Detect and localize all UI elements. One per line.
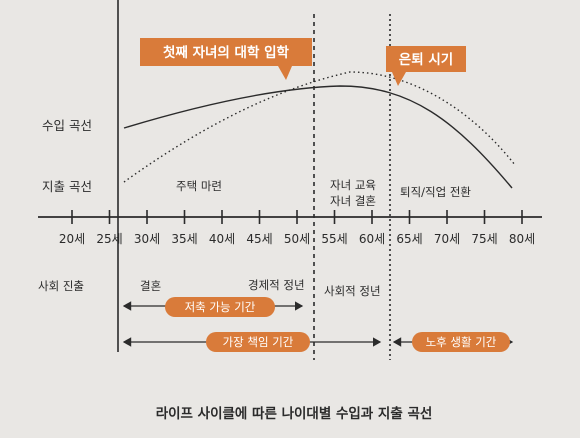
age-tick-label: 30세 (134, 232, 160, 246)
life-event-social-entry: 사회 진출 (38, 279, 84, 293)
annotation-child-education: 자녀 교육 (330, 178, 376, 192)
age-tick-label: 65세 (396, 232, 422, 246)
life-event-social-retire: 사회적 정년 (324, 284, 381, 298)
callout-retirement-label: 은퇴 시기 (399, 52, 453, 68)
age-tick-label: 50세 (284, 232, 310, 246)
annotation-retire-career-change: 퇴직/직업 전환 (400, 185, 471, 199)
expense-curve-label: 지출 곡선 (42, 179, 92, 194)
age-tick-label: 40세 (209, 232, 235, 246)
life-event-economic-peak: 경제적 정년 (248, 278, 305, 292)
age-tick-label: 80세 (509, 232, 535, 246)
age-ticks: 20세 25세 30세 35세 40세 45세 50세 55세 60세 65세 70세 75세 80세 (59, 210, 535, 246)
age-tick-label: 75세 (471, 232, 497, 246)
period-savings-label: 저축 가능 기간 (185, 300, 256, 314)
income-curve-label: 수입 곡선 (42, 118, 92, 133)
age-tick-label: 55세 (321, 232, 347, 246)
annotation-house-purchase: 주택 마련 (176, 179, 222, 193)
callout-retirement: 은퇴 시기 (386, 46, 466, 86)
age-tick-label: 35세 (171, 232, 197, 246)
period-retirement-life: 노후 생활 기간 (392, 332, 514, 352)
expense-curve (123, 71, 516, 183)
period-breadwinner-label: 가장 책임 기간 (223, 335, 294, 349)
diagram-caption: 라이프 사이클에 따른 나이대별 수입과 지출 곡선 (156, 405, 433, 422)
period-retirement-life-label: 노후 생활 기간 (426, 335, 497, 349)
age-tick-label: 60세 (359, 232, 385, 246)
callout-first-child-college-label: 첫째 자녀의 대학 입학 (163, 44, 289, 61)
age-tick-label: 25세 (96, 232, 122, 246)
income-curve (123, 85, 513, 189)
age-tick-label: 20세 (59, 232, 85, 246)
callout-first-child-college: 첫째 자녀의 대학 입학 (140, 38, 312, 80)
period-savings: 저축 가능 기간 (122, 297, 304, 317)
annotation-child-marriage: 자녀 결혼 (330, 194, 376, 208)
life-event-marriage: 결혼 (140, 279, 161, 293)
age-tick-label: 70세 (434, 232, 460, 246)
age-tick-label: 45세 (246, 232, 272, 246)
period-breadwinner: 가장 책임 기간 (122, 332, 382, 352)
